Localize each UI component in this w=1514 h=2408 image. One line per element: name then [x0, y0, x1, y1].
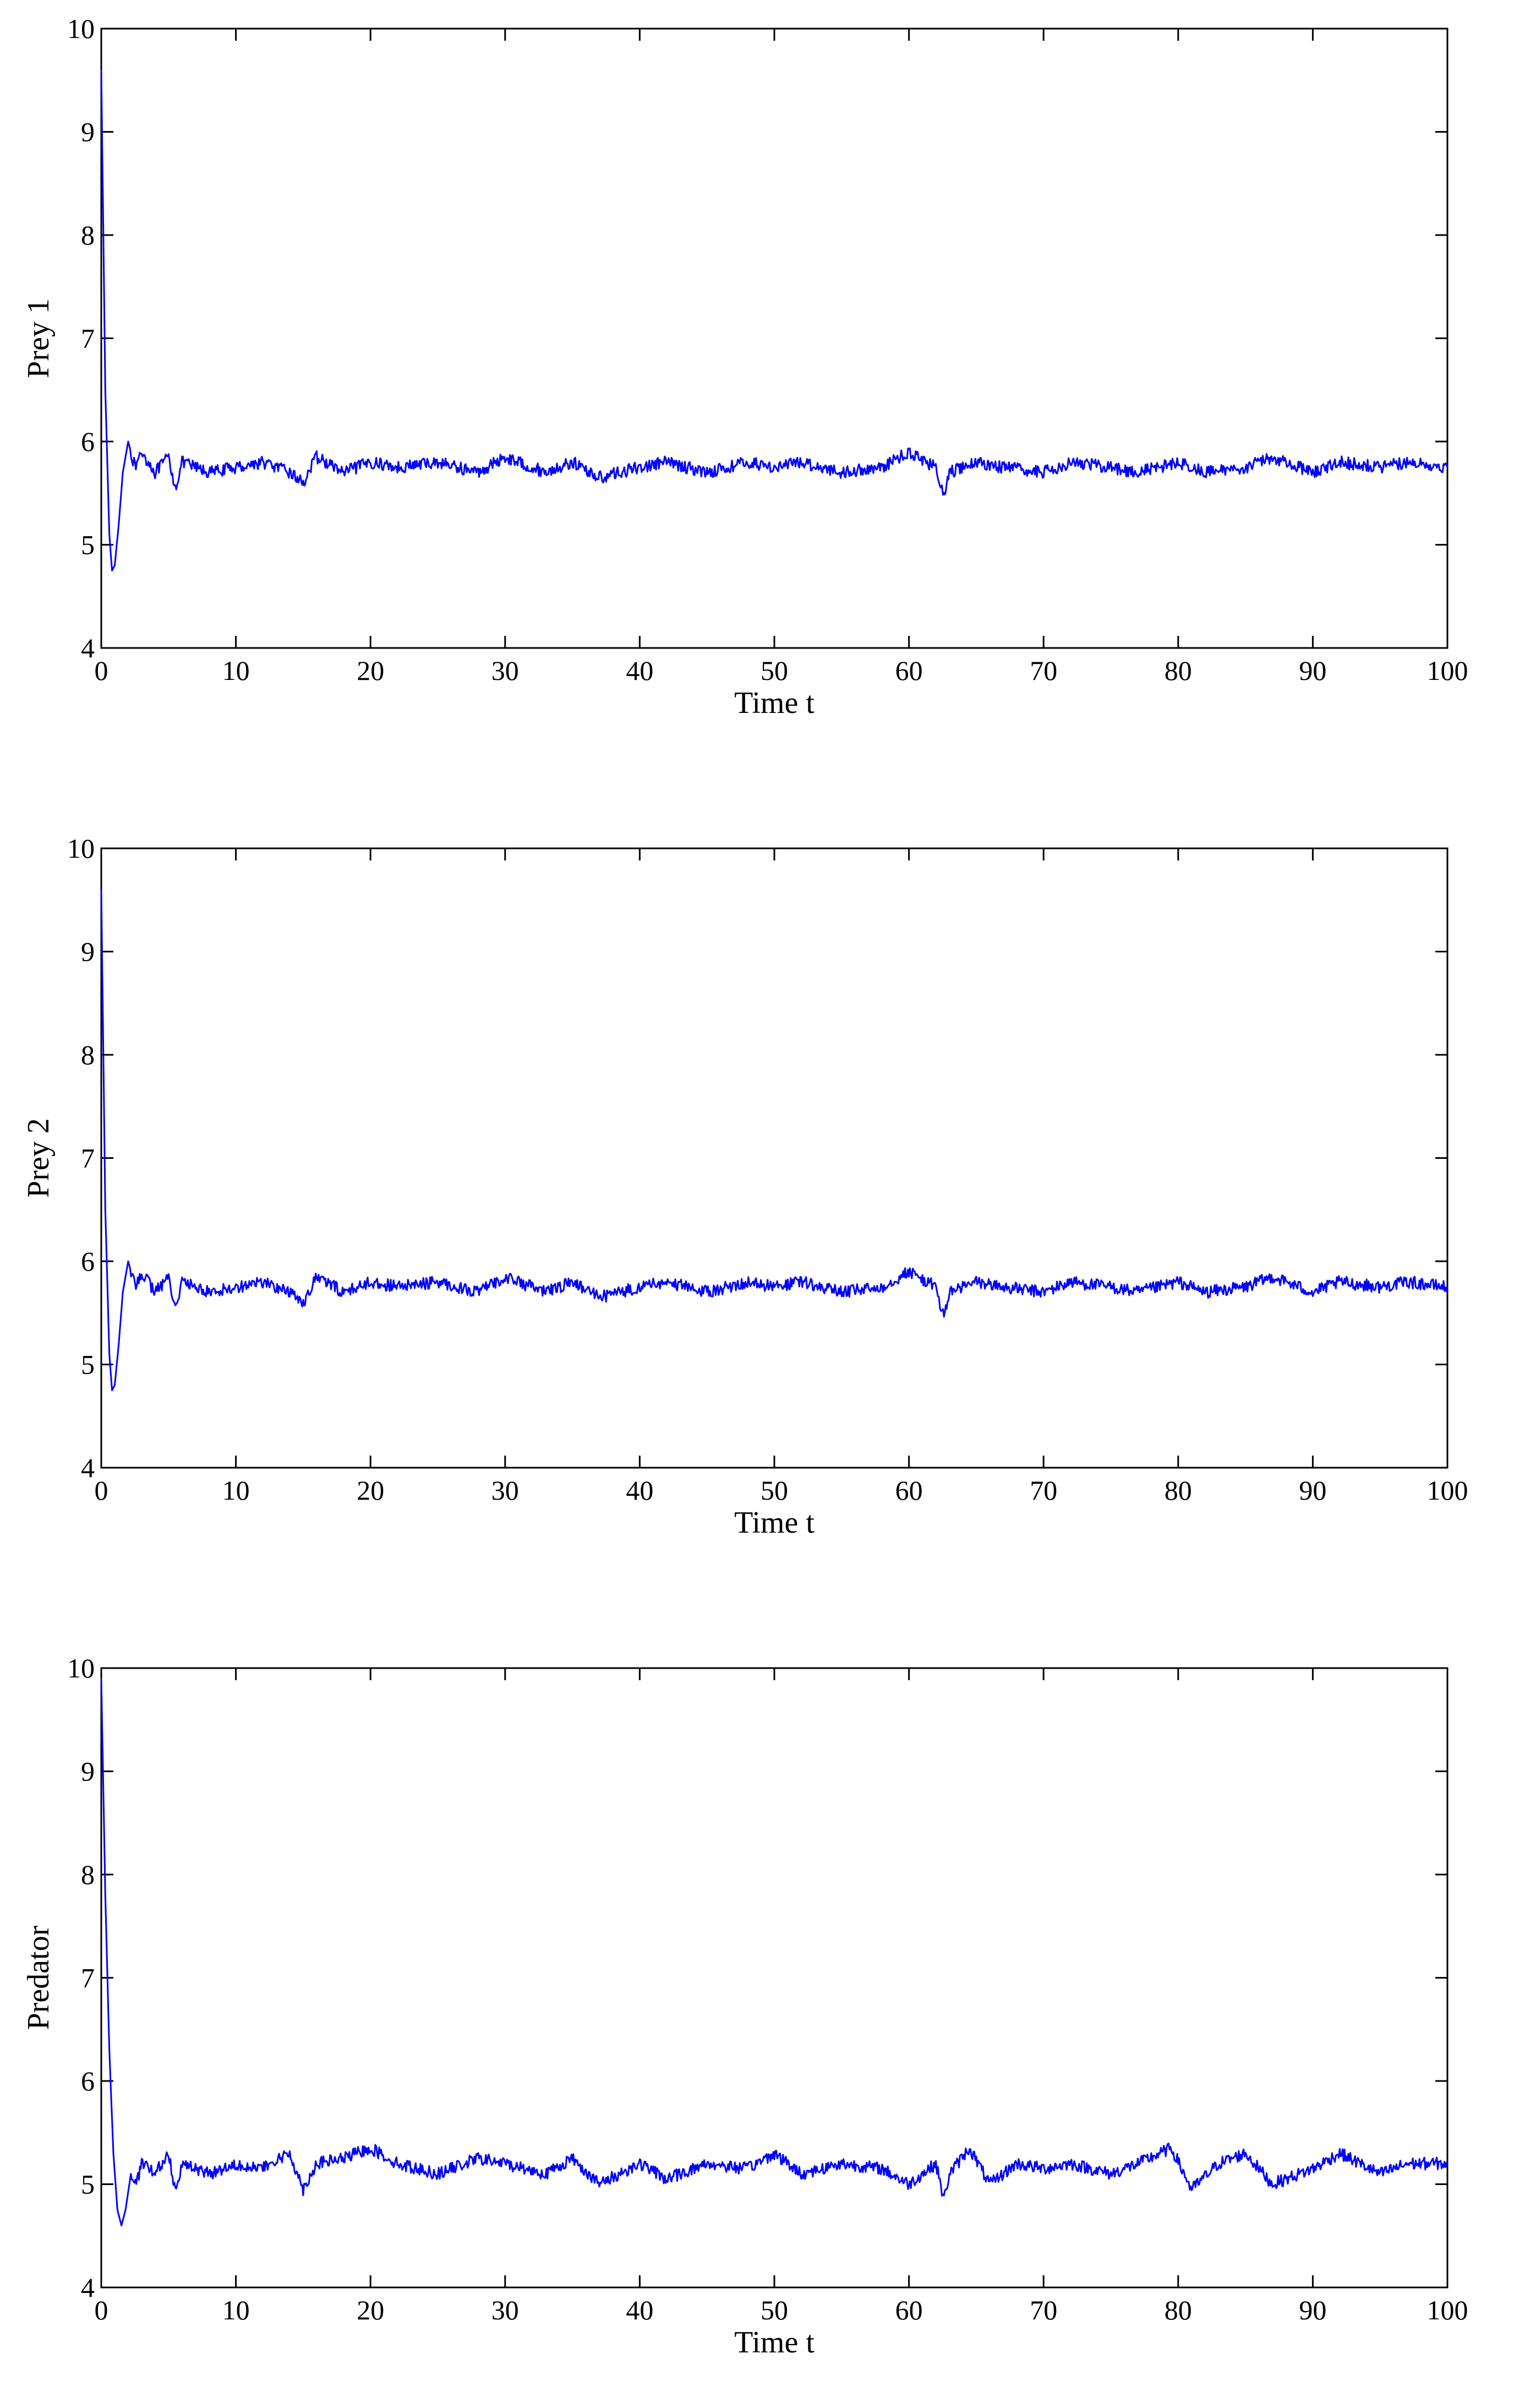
x-tick-label: 60 [895, 1475, 923, 1506]
x-tick-label: 70 [1030, 2295, 1057, 2325]
x-tick-label: 10 [222, 1475, 250, 1506]
y-axis-label: Predator [21, 1925, 56, 2030]
x-tick-label: 40 [626, 1475, 653, 1506]
x-tick-label: 70 [1030, 655, 1057, 686]
y-tick-label: 6 [81, 426, 95, 457]
x-tick-label: 30 [491, 655, 519, 686]
x-axis-label: Time t [734, 686, 815, 720]
x-tick-label: 20 [357, 1475, 384, 1506]
y-tick-label: 7 [81, 323, 95, 354]
y-tick-label: 8 [81, 220, 95, 250]
x-tick-label: 60 [895, 655, 923, 686]
x-tick-label: 100 [1427, 1475, 1468, 1506]
chart-panel-1: 0 10 20 30 40 50 60 70 80 90 100 4 5 6 7 8 9 10 Time t Prey… [21, 13, 1468, 720]
x-tick-label: 100 [1427, 655, 1468, 686]
y-axis-label: Prey 1 [21, 298, 56, 378]
series-line [100, 889, 1449, 1391]
plot-frame [100, 847, 1449, 1469]
y-tick-label: 6 [81, 1246, 95, 1277]
series-line [100, 1678, 1449, 2226]
x-tick-label: 100 [1427, 2295, 1468, 2325]
x-tick-label: 70 [1030, 1475, 1057, 1506]
x-tick-label: 10 [222, 2295, 250, 2325]
y-tick-label: 6 [81, 2066, 95, 2096]
x-tick-label: 90 [1299, 2295, 1326, 2325]
y-tick-label: 10 [67, 1653, 95, 1684]
y-tick-label: 5 [81, 2169, 95, 2200]
y-tick-label: 4 [81, 1452, 95, 1483]
x-tick-label: 90 [1299, 1475, 1326, 1506]
x-tick-label: 80 [1165, 655, 1192, 686]
y-tick-label: 9 [81, 936, 95, 967]
y-tick-label: 9 [81, 117, 95, 148]
x-tick-label: 90 [1299, 655, 1326, 686]
x-tick-label: 40 [626, 2295, 653, 2325]
y-tick-label: 5 [81, 1349, 95, 1380]
y-tick-label: 7 [81, 1963, 95, 1993]
chart-panel-2: 0 10 20 30 40 50 60 70 80 90 100 4 5 6 7 8 9 10 Time t Prey… [21, 833, 1468, 1540]
x-tick-label: 0 [95, 655, 108, 686]
x-tick-label: 0 [95, 2295, 108, 2325]
x-axis-label: Time t [734, 2325, 815, 2360]
x-tick-label: 50 [761, 2295, 788, 2325]
x-tick-label: 30 [491, 1475, 519, 1506]
y-axis-label: Prey 2 [21, 1118, 56, 1198]
x-tick-label: 50 [761, 655, 788, 686]
y-tick-label: 8 [81, 1859, 95, 1890]
series-line [100, 69, 1449, 571]
y-tick-label: 4 [81, 633, 95, 663]
plot-frame [100, 28, 1449, 649]
x-tick-label: 80 [1165, 1475, 1192, 1506]
x-axis-label: Time t [734, 1506, 815, 1540]
y-tick-label: 5 [81, 530, 95, 560]
x-tick-label: 80 [1165, 2295, 1192, 2325]
chart-panel-3: 0 10 20 30 40 50 60 70 80 90 100 4 5 6 7 8 9 10 Time t Pred… [21, 1653, 1468, 2360]
x-tick-label: 50 [761, 1475, 788, 1506]
y-tick-label: 8 [81, 1039, 95, 1070]
y-tick-label: 4 [81, 2272, 95, 2303]
y-tick-label: 10 [67, 13, 95, 44]
x-tick-label: 10 [222, 655, 250, 686]
x-tick-label: 0 [95, 1475, 108, 1506]
y-tick-label: 9 [81, 1756, 95, 1787]
x-tick-label: 40 [626, 655, 653, 686]
x-tick-label: 20 [357, 2295, 384, 2325]
x-tick-label: 60 [895, 2295, 923, 2325]
y-tick-label: 10 [67, 833, 95, 864]
x-tick-label: 30 [491, 2295, 519, 2325]
y-tick-label: 7 [81, 1143, 95, 1174]
x-tick-label: 20 [357, 655, 384, 686]
